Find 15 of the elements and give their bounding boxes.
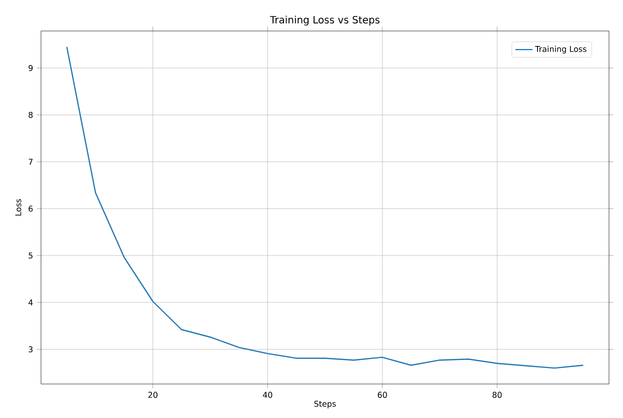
x-tick-label: 80 [492,392,502,398]
y-tick-label: 6 [28,206,33,212]
y-tick-label: 5 [28,252,33,259]
x-axis-title: Steps [314,400,336,408]
y-tick-label: 7 [28,158,33,165]
y-tick-label: 9 [28,65,33,72]
y-tick-label: 8 [28,112,33,118]
legend-label: Training Loss [535,46,586,54]
chart-title: Training Loss vs Steps [270,16,380,26]
y-axis-title: Loss [15,199,22,216]
y-tick-label: 4 [28,300,33,306]
x-tick-label: 60 [378,392,387,398]
y-tick-label: 3 [28,346,33,352]
x-tick-label: 20 [148,392,158,398]
x-tick-label: 40 [262,392,272,398]
